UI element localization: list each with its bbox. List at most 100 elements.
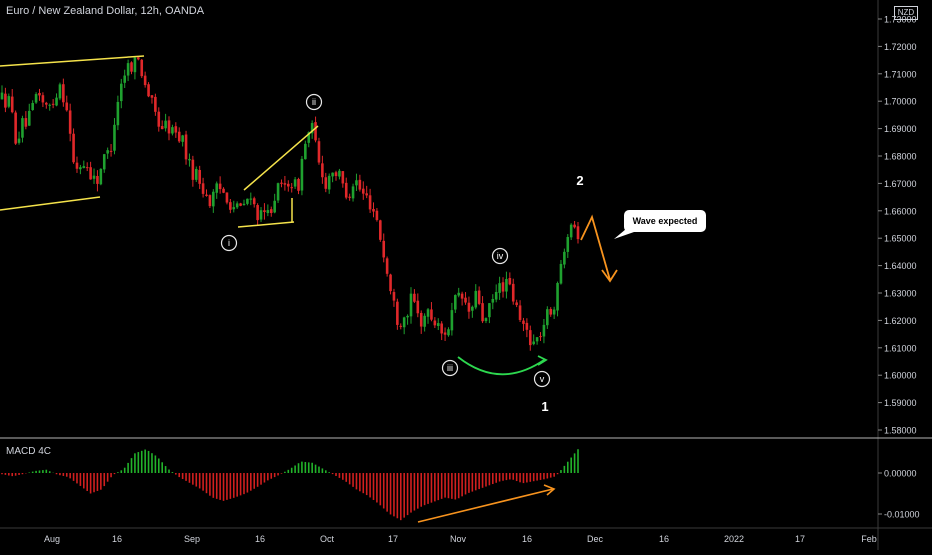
candle-bear bbox=[358, 179, 362, 190]
candle-bear bbox=[576, 226, 580, 240]
candle-bull bbox=[546, 309, 549, 326]
candle-bull bbox=[276, 183, 280, 201]
time-tick-label: 17 bbox=[795, 534, 805, 544]
trendline[interactable] bbox=[237, 221, 295, 228]
divergence-arrowhead bbox=[543, 484, 556, 496]
candle-bear bbox=[365, 193, 368, 196]
time-tick-label: Nov bbox=[450, 534, 467, 544]
candle-bull bbox=[181, 135, 184, 142]
candle-bear bbox=[225, 192, 229, 203]
candle-bull bbox=[563, 251, 566, 265]
candle-bear bbox=[477, 290, 481, 304]
candle-bear bbox=[65, 102, 69, 111]
candle-bear bbox=[443, 332, 447, 335]
wave-label-text: iv bbox=[497, 251, 504, 261]
macd-title: MACD 4C bbox=[6, 446, 52, 457]
candle-bull bbox=[34, 94, 38, 103]
candle-bear bbox=[539, 336, 542, 338]
candle-bull bbox=[338, 170, 341, 177]
candle-bear bbox=[348, 196, 351, 198]
candle-bull bbox=[494, 291, 498, 300]
price-tick-label: 1.69000 bbox=[884, 124, 917, 134]
candle-bear bbox=[85, 167, 89, 169]
price-tick-label: 1.72000 bbox=[884, 42, 917, 52]
candle-bear bbox=[263, 210, 266, 213]
candle-bear bbox=[334, 172, 338, 177]
candle-bear bbox=[229, 202, 232, 210]
candle-bear bbox=[147, 84, 150, 97]
candle-bear bbox=[317, 141, 321, 163]
candle-bull bbox=[259, 210, 263, 220]
candle-bear bbox=[419, 312, 423, 327]
candle-bull bbox=[300, 158, 304, 191]
divergence-arrow[interactable] bbox=[417, 488, 554, 523]
candle-bear bbox=[10, 96, 14, 113]
currency-badge[interactable]: NZD bbox=[894, 6, 918, 20]
candle-bear bbox=[399, 325, 403, 327]
candle-bear bbox=[341, 171, 345, 184]
degree-label: 2 bbox=[576, 173, 583, 188]
candle-bear bbox=[24, 118, 28, 127]
candle-bear bbox=[130, 62, 133, 72]
candle-bear bbox=[379, 220, 382, 240]
chart-title: Euro / New Zealand Dollar, 12h, OANDA bbox=[6, 5, 205, 17]
candle-bull bbox=[79, 167, 82, 170]
candle-bear bbox=[549, 308, 553, 315]
trendline[interactable] bbox=[243, 125, 319, 191]
macd-tick-label: -0.01000 bbox=[884, 510, 920, 520]
candle-bull bbox=[327, 175, 331, 190]
candle-bull bbox=[242, 203, 246, 206]
candle-bull bbox=[126, 63, 130, 76]
candle-bull bbox=[310, 123, 314, 134]
candle-bear bbox=[160, 126, 164, 130]
candle-bull bbox=[58, 84, 62, 99]
trendline[interactable] bbox=[0, 196, 101, 211]
candle-bull bbox=[249, 198, 253, 200]
candle-bull bbox=[133, 57, 137, 73]
candle-bear bbox=[177, 131, 181, 142]
forecast-arrow[interactable] bbox=[580, 214, 611, 281]
candle-bear bbox=[89, 167, 92, 180]
candle-bull bbox=[471, 306, 474, 311]
candle-bear bbox=[413, 293, 416, 302]
wave-label-circle bbox=[533, 370, 551, 388]
candle-bull bbox=[505, 278, 508, 292]
candle-bull bbox=[273, 200, 276, 213]
candle-bear bbox=[14, 112, 17, 144]
price-tick-label: 1.58000 bbox=[884, 426, 917, 436]
candle-bull bbox=[106, 150, 109, 154]
candle-bear bbox=[396, 301, 399, 325]
candle-bull bbox=[474, 290, 478, 308]
candle-bull bbox=[406, 315, 409, 318]
price-tick-label: 1.68000 bbox=[884, 152, 917, 162]
candle-bear bbox=[522, 320, 525, 324]
candle-bull bbox=[556, 283, 559, 311]
candle-bull bbox=[215, 183, 219, 193]
candle-bear bbox=[205, 194, 208, 196]
candle-bull bbox=[55, 97, 58, 106]
candle-bear bbox=[184, 134, 188, 160]
candle-bear bbox=[515, 302, 518, 306]
trendline[interactable] bbox=[0, 55, 145, 67]
candle-bull bbox=[532, 341, 535, 345]
candle-bear bbox=[4, 93, 7, 108]
price-tick-label: 1.60000 bbox=[884, 371, 917, 381]
time-tick-label: Aug bbox=[44, 534, 60, 544]
time-tick-label: Oct bbox=[320, 534, 335, 544]
candle-bear bbox=[72, 133, 75, 163]
candle-bear bbox=[361, 188, 365, 194]
candle-bear bbox=[382, 240, 386, 258]
price-tick-label: 1.63000 bbox=[884, 289, 917, 299]
candle-bear bbox=[501, 282, 505, 292]
candle-bull bbox=[7, 96, 11, 107]
candle-bear bbox=[528, 330, 532, 346]
candle-bull bbox=[569, 224, 573, 238]
wave-arc[interactable] bbox=[457, 356, 545, 376]
candle-bear bbox=[290, 187, 294, 189]
candle-bull bbox=[188, 159, 191, 161]
time-tick-label: Dec bbox=[587, 534, 604, 544]
candle-bear bbox=[150, 95, 154, 98]
candle-bear bbox=[109, 150, 113, 152]
